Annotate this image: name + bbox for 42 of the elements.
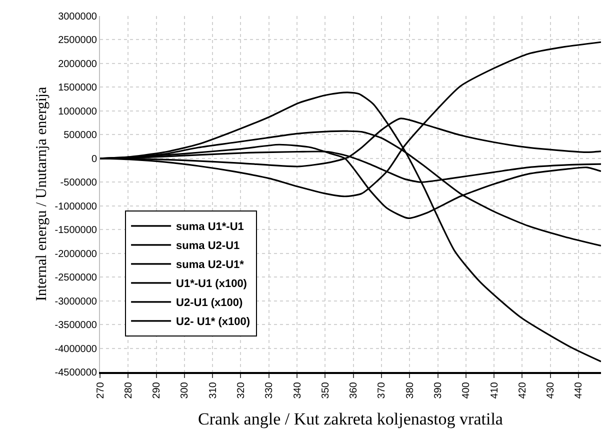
- y-tick-label: 2000000: [58, 58, 98, 70]
- x-tick-label: 380: [404, 382, 416, 399]
- y-tick-label: 1500000: [58, 82, 98, 94]
- y-axis-title: Internal energu / Unutarnja energija: [34, 86, 50, 302]
- x-tick-label: 390: [433, 382, 444, 399]
- x-tick-label: 360: [348, 382, 360, 399]
- y-tick-label: 0: [91, 154, 98, 165]
- legend-label: U1*-U1 (x100): [176, 278, 248, 290]
- legend-label: U2-U1 (x100): [176, 297, 244, 310]
- legend-label: suma U2-U1: [176, 240, 240, 252]
- y-tick-label: -1500000: [54, 225, 98, 236]
- x-tick-label: 370: [376, 382, 388, 399]
- x-tick-label: 330: [264, 382, 276, 399]
- y-tick-label: 3000000: [58, 12, 98, 22]
- x-tick-label: 400: [461, 382, 472, 399]
- y-tick-label: -3000000: [54, 296, 98, 308]
- x-tick-label: 440: [574, 382, 585, 399]
- y-tick-label: 1000000: [58, 106, 98, 118]
- y-tick-label: 2500000: [58, 35, 98, 46]
- y-tick-label: -3500000: [54, 320, 98, 332]
- legend-label: U2- U1* (x100): [176, 316, 250, 328]
- x-axis-title: Crank angle / Kut zakreta koljenastog vratila: [198, 410, 504, 429]
- legend-label: suma U2-U1*: [176, 259, 245, 272]
- x-tick-label: 420: [517, 382, 528, 399]
- x-tick-label: 280: [123, 382, 134, 399]
- y-tick-label: -2500000: [54, 272, 98, 284]
- y-tick-label: -2000000: [54, 248, 98, 260]
- legend-label: suma U1*-U1: [176, 221, 244, 234]
- x-tick-label: 410: [489, 382, 500, 399]
- x-tick-label: 300: [180, 382, 191, 399]
- x-tick-label: 430: [546, 382, 557, 399]
- y-tick-label: -500000: [60, 178, 98, 189]
- y-tick-label: -4500000: [54, 368, 98, 378]
- x-tick-label: 310: [208, 382, 219, 399]
- x-tick-label: 290: [152, 382, 163, 399]
- x-tick-label: 350: [320, 382, 332, 399]
- y-tick-label: 500000: [64, 130, 98, 142]
- y-tick-label: -4000000: [54, 344, 98, 355]
- x-tick-label: 270: [95, 382, 106, 399]
- y-tick-label: -1000000: [54, 201, 98, 212]
- x-tick-label: 340: [292, 382, 304, 399]
- x-tick-label: 320: [236, 382, 247, 399]
